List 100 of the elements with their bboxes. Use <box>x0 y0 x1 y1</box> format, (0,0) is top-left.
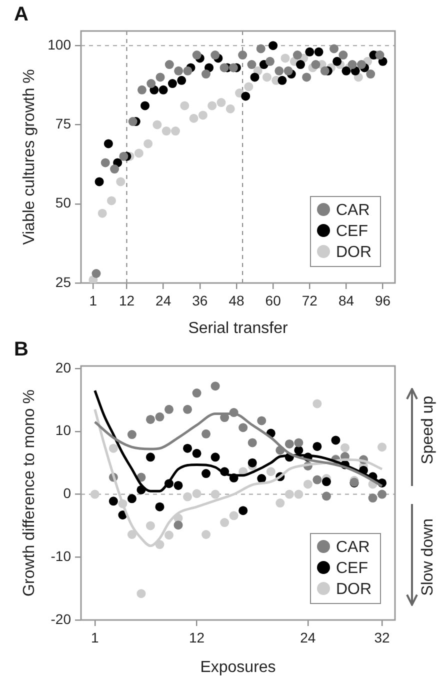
point <box>220 63 229 72</box>
y-tick-label: 0 <box>63 485 72 502</box>
y-tick-label: 10 <box>55 422 72 438</box>
point <box>356 60 366 70</box>
chart-title: A <box>14 4 28 26</box>
point <box>136 589 146 598</box>
point <box>127 530 136 539</box>
point <box>202 530 211 539</box>
point <box>284 66 293 76</box>
point <box>183 404 192 414</box>
point <box>106 196 116 206</box>
point <box>164 530 174 540</box>
point <box>338 50 348 60</box>
point <box>158 85 168 94</box>
point <box>201 70 210 79</box>
legend-label: CAR <box>335 538 371 558</box>
point <box>174 480 183 490</box>
point <box>210 452 220 462</box>
x-tick-label: 84 <box>338 292 354 308</box>
point <box>146 79 156 88</box>
point <box>210 50 220 60</box>
y-tick-label: 50 <box>55 194 72 211</box>
point <box>137 85 146 94</box>
legend-label: CEF <box>335 222 369 242</box>
point <box>140 101 150 110</box>
text: Slow down <box>419 518 436 596</box>
point <box>183 444 192 453</box>
point <box>244 82 254 92</box>
point <box>146 521 155 530</box>
point <box>202 429 211 438</box>
y-tick-label: 100 <box>48 36 72 52</box>
point <box>104 139 113 148</box>
point <box>303 480 312 489</box>
point <box>226 104 235 114</box>
point <box>210 382 220 391</box>
point <box>146 452 155 462</box>
legend-label: DOR <box>335 580 372 600</box>
legend-label: CAR <box>335 201 371 221</box>
chart-title: B <box>14 338 28 361</box>
point <box>330 44 339 54</box>
point <box>238 423 248 432</box>
y-tick-label: 25 <box>55 274 72 290</box>
x-tick-label: 72 <box>302 292 318 308</box>
point <box>340 443 350 452</box>
y-axis-title: Growth difference to mono % <box>21 390 38 596</box>
x-tick-label: 1 <box>90 629 99 646</box>
point <box>256 44 266 54</box>
point <box>266 56 275 66</box>
point <box>348 60 357 70</box>
point <box>183 492 192 502</box>
point <box>294 438 304 448</box>
legend-label: CEF <box>335 559 369 579</box>
legend-label: DOR <box>335 243 372 263</box>
point <box>284 490 294 499</box>
point <box>134 148 144 158</box>
x-tick-label: 96 <box>375 292 391 308</box>
y-tick-label: 20 <box>55 359 72 376</box>
point <box>98 208 107 218</box>
point <box>322 492 331 501</box>
point <box>183 66 192 76</box>
point <box>331 436 340 445</box>
point <box>168 79 177 88</box>
point <box>116 177 126 186</box>
point <box>274 66 284 76</box>
point <box>238 506 248 516</box>
point <box>280 54 290 63</box>
point <box>127 430 136 440</box>
y-axis-title: Viable cultures growth % <box>21 69 38 245</box>
x-tick-label: 48 <box>228 292 244 308</box>
point <box>378 490 387 499</box>
point <box>174 66 184 76</box>
point <box>180 101 190 110</box>
point <box>257 474 266 484</box>
point <box>177 76 186 85</box>
point <box>210 490 220 499</box>
point <box>366 70 376 79</box>
point <box>320 66 330 76</box>
point <box>189 114 198 123</box>
point <box>268 41 278 50</box>
point <box>266 467 276 476</box>
x-tick-label: 32 <box>374 629 390 646</box>
point <box>276 498 285 508</box>
point <box>155 502 164 512</box>
point <box>296 60 305 70</box>
point <box>119 152 128 161</box>
y-tick-label: -20 <box>50 610 72 627</box>
point <box>332 56 342 66</box>
x-tick-label: 60 <box>265 292 282 308</box>
point <box>342 66 351 76</box>
point <box>262 72 272 82</box>
point <box>312 442 322 451</box>
point <box>128 117 138 126</box>
point <box>164 404 174 414</box>
y-tick-label: 75 <box>55 116 72 132</box>
x-axis-title: Exposures <box>200 658 276 676</box>
point <box>162 126 171 136</box>
point <box>192 50 202 60</box>
point <box>284 439 294 448</box>
x-tick-label: 24 <box>156 292 172 308</box>
point <box>294 490 304 499</box>
